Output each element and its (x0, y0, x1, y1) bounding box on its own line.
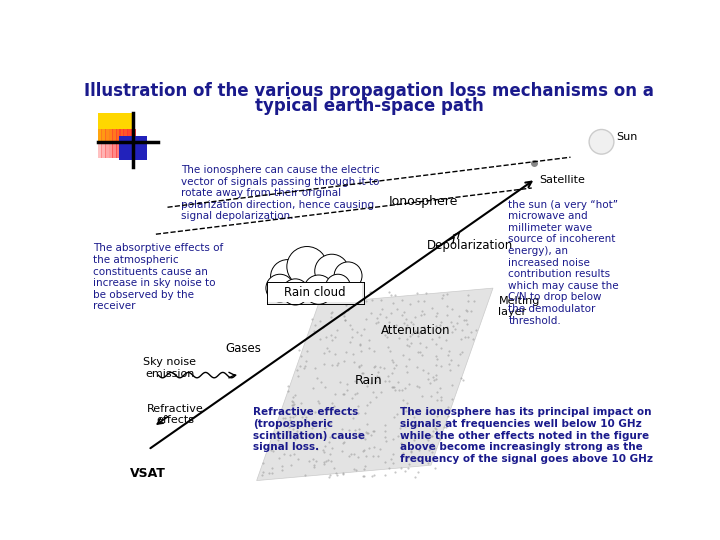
Bar (266, 282, 364, 303)
Text: Refractive effects
(tropospheric
scintillation) cause
signal loss.: Refractive effects (tropospheric scintil… (253, 408, 365, 453)
Text: VSAT: VSAT (130, 467, 166, 480)
Bar (120, 129, 124, 158)
Text: Illustration of the various propagation loss mechanisms on a: Illustration of the various propagation … (84, 82, 654, 100)
Text: Melting
layer: Melting layer (498, 296, 540, 318)
Circle shape (282, 279, 309, 305)
Text: Sky noise
emission: Sky noise emission (143, 357, 197, 379)
Circle shape (325, 274, 351, 299)
Text: Attenuation: Attenuation (381, 324, 450, 337)
Circle shape (271, 260, 305, 294)
Bar (120, 136, 148, 160)
Text: Sun: Sun (616, 132, 638, 142)
Text: The ionosphere has its principal impact on
signals at frequencies well below 10 : The ionosphere has its principal impact … (400, 408, 653, 464)
Bar (131, 129, 136, 158)
Bar (123, 129, 128, 158)
Circle shape (287, 247, 327, 287)
Circle shape (304, 275, 333, 304)
Bar (117, 129, 121, 158)
Bar (101, 129, 106, 158)
Circle shape (334, 262, 362, 289)
Text: Rain: Rain (355, 374, 383, 387)
Bar (98, 113, 132, 141)
Polygon shape (256, 288, 493, 481)
Bar (269, 283, 362, 302)
Bar (104, 129, 109, 158)
Text: Refractive
effects: Refractive effects (147, 403, 204, 425)
Text: Depolarization: Depolarization (427, 239, 513, 252)
Bar (98, 129, 102, 158)
Circle shape (315, 254, 349, 288)
Bar (127, 129, 132, 158)
Text: typical earth-space path: typical earth-space path (255, 97, 483, 115)
Circle shape (266, 274, 294, 302)
Bar (112, 129, 117, 158)
Text: The absorptive effects of
the atmospheric
constituents cause an
increase in sky : The absorptive effects of the atmospheri… (93, 244, 223, 312)
Text: Satellite: Satellite (539, 176, 585, 185)
Circle shape (589, 130, 614, 154)
Bar (109, 129, 113, 158)
Text: Gases: Gases (225, 342, 261, 355)
Text: the sun (a very “hot”
microwave and
millimeter wave
source of incoherent
energy): the sun (a very “hot” microwave and mill… (508, 200, 619, 326)
Text: Rain cloud: Rain cloud (284, 286, 346, 299)
Text: Ionosphere: Ionosphere (389, 195, 458, 208)
Text: The ionosphere can cause the electric
vector of signals passing through it to
ro: The ionosphere can cause the electric ve… (181, 165, 380, 221)
